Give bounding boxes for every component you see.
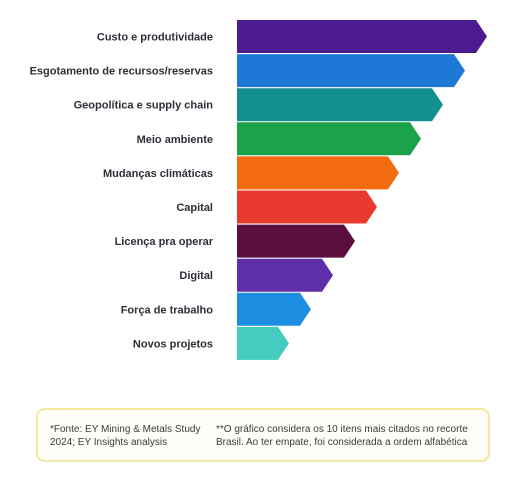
category-label-3: Geopolítica e supply chain <box>74 100 214 112</box>
category-label-2: Esgotamento de recursos/reservas <box>30 66 213 78</box>
category-label-8: Digital <box>179 270 213 282</box>
category-label-4: Meio ambiente <box>137 134 213 146</box>
category-label-10: Novos projetos <box>133 338 213 350</box>
methodology-note: **O gráfico considera os 10 itens mais c… <box>216 424 468 448</box>
category-label-5: Mudanças climáticas <box>103 168 213 180</box>
bar-2 <box>237 54 465 88</box>
bar-7 <box>237 224 355 258</box>
bar-1 <box>237 20 487 53</box>
source-note: *Fonte: EY Mining & Metals Study 2024; E… <box>50 424 201 448</box>
ranking-bar-chart: Custo e produtividade Esgotamento de recu… <box>30 20 487 360</box>
category-label-6: Capital <box>176 202 213 214</box>
bar-6 <box>237 190 377 224</box>
bar-3 <box>237 88 443 122</box>
category-label-1: Custo e produtividade <box>97 32 213 44</box>
footnote-box: *Fonte: EY Mining & Metals Study 2024; E… <box>36 408 490 462</box>
category-label-9: Força de trabalho <box>121 304 214 316</box>
bar-4 <box>237 122 421 156</box>
bar-9 <box>237 292 311 326</box>
bar-8 <box>237 258 333 292</box>
bar-5 <box>237 156 399 190</box>
bar-10 <box>237 326 289 360</box>
category-label-7: Licença pra operar <box>115 236 214 248</box>
